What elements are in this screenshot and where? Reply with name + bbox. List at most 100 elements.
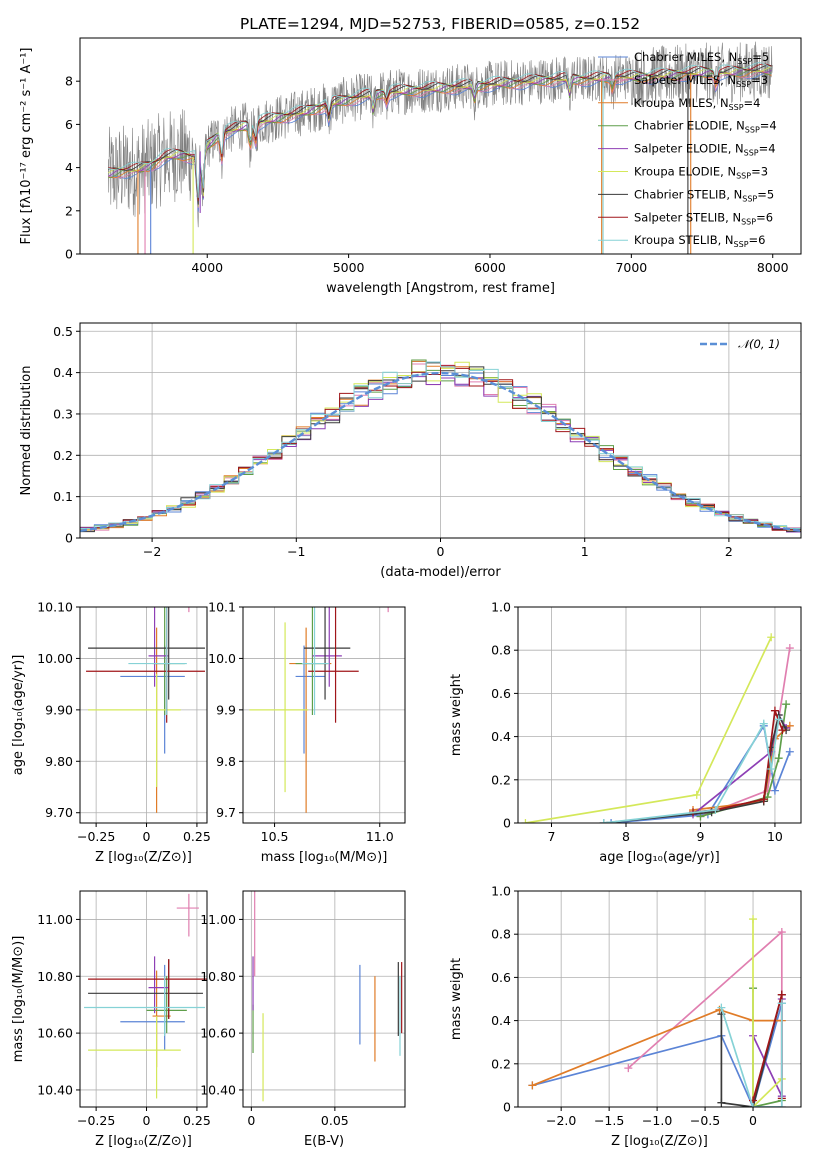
legend-text: Kroupa STELIB, N — [634, 233, 734, 247]
legend-text: Kroupa ELODIE, N — [634, 165, 736, 179]
y-tick-label: 10.60 — [200, 1026, 236, 1041]
model-line-salpeter-elodie — [108, 68, 772, 207]
y-tick-label: 6 — [65, 117, 73, 132]
panel-age-vs-mass: 10.5 11.0 9.7 9.8 9.9 10.0 10.1 mass [log₁₀(M/M… — [208, 600, 406, 865]
x-tick-label: −0.25 — [77, 829, 115, 844]
y-axis-label: mass weight — [449, 674, 464, 756]
y-tick-label: 0.2 — [53, 448, 73, 463]
point-marker — [770, 706, 779, 715]
x-axis-label: mass [log₁₀(M/M⊙)] — [261, 850, 388, 865]
x-axis-label: (data-model)/error — [380, 565, 501, 580]
x-tick-label: 10 — [767, 829, 783, 844]
legend-entry: Kroupa MILES, NSSP=4 — [634, 96, 760, 112]
legend-text: Salpeter STELIB, N — [634, 210, 741, 224]
legend-subscript: SSP — [734, 240, 749, 249]
point-marker — [759, 719, 768, 728]
figure-title: PLATE=1294, MJD=52753, FIBERID=0585, z=0… — [240, 15, 640, 33]
point-marker — [599, 819, 608, 823]
y-tick-label: 8 — [65, 74, 73, 89]
y-tick-label: 10.10 — [37, 600, 73, 615]
axes-frame — [517, 890, 802, 1108]
legend-entry-normal: 𝒩(0, 1) — [738, 337, 780, 351]
x-tick-label: 4000 — [191, 260, 223, 275]
axes-frame — [242, 606, 406, 824]
point-marker — [528, 1081, 537, 1090]
y-tick-label: 9.8 — [216, 754, 236, 769]
legend-entry: Kroupa ELODIE, NSSP=3 — [634, 165, 768, 181]
x-tick-label: 5000 — [333, 260, 365, 275]
point-marker — [767, 633, 776, 642]
x-axis-label: Z [log₁₀(Z/Z⊙)] — [95, 850, 192, 865]
plot-area-massweight-vs-Z — [518, 891, 801, 1107]
x-tick-label: 0 — [749, 1113, 757, 1128]
y-tick-label: 9.70 — [45, 805, 73, 820]
panel-mass-vs-EBV: 0 0.05 10.40 10.60 10.80 11.00 E(B-V) — [200, 890, 406, 1149]
x-tick-label: −2.0 — [546, 1113, 576, 1128]
x-axis-label: age [log₁₀(age/yr)] — [599, 850, 720, 865]
plot-area-age-vs-mass — [243, 607, 405, 823]
x-tick-label: −0.5 — [690, 1113, 720, 1128]
line-kroupa-elodie — [752, 919, 783, 1107]
y-tick-label: 9.7 — [216, 805, 236, 820]
y-tick-label: 10.0 — [208, 651, 236, 666]
y-tick-label: 10.80 — [200, 969, 236, 984]
x-tick-label: 8000 — [757, 260, 789, 275]
x-tick-label: 0 — [143, 829, 151, 844]
y-tick-label: 10.40 — [37, 1082, 73, 1097]
legend-subscript: SSP — [737, 57, 752, 66]
x-axis-label: wavelength [Angstrom, rest frame] — [326, 281, 555, 296]
point-marker — [717, 1098, 726, 1107]
y-tick-label: 4 — [65, 160, 73, 175]
x-tick-label: 6000 — [474, 260, 506, 275]
point-marker — [770, 786, 779, 795]
legend-text: Salpeter MILES, N — [634, 73, 736, 87]
line-chabrier-stelib — [720, 994, 783, 1107]
y-tick-label: 10.40 — [200, 1082, 236, 1097]
y-tick-label: 0.1 — [53, 489, 73, 504]
y-tick-label: 0 — [503, 816, 511, 831]
y-axis-label: Normed distribution — [19, 366, 34, 496]
legend-entry: Chabrier ELODIE, NSSP=4 — [634, 119, 777, 135]
point-marker — [711, 806, 720, 815]
x-tick-label: −1.0 — [642, 1113, 672, 1128]
panel-mass-vs-Z: −0.25 0 0.25 10.40 10.60 10.80 11.00 Z [log₁₀(Z… — [11, 890, 211, 1149]
x-tick-label: 0.25 — [183, 1113, 211, 1128]
panel-age-vs-Z: −0.25 0 0.25 9.70 9.80 9.90 10.00 10.10 Z [log₁₀… — [11, 600, 211, 866]
y-tick-label: 1.0 — [491, 600, 511, 615]
y-tick-label: 0.8 — [491, 643, 511, 658]
legend-value: =5 — [752, 50, 769, 64]
x-tick-label: 0 — [143, 1113, 151, 1128]
y-tick-label: 1.0 — [491, 884, 511, 899]
plot-area-massweight-vs-age — [518, 607, 801, 823]
y-tick-label: 0.6 — [491, 970, 511, 985]
y-tick-label: 0.3 — [53, 406, 73, 421]
point-marker — [767, 765, 776, 773]
y-axis-label: mass [log₁₀(M/M⊙)] — [11, 936, 26, 1063]
point-marker — [774, 754, 783, 763]
point-marker — [782, 700, 791, 709]
plot-area-spectrum — [108, 41, 773, 254]
point-marker — [777, 999, 786, 1008]
x-axis-label: Z [log₁₀(Z/Z⊙)] — [611, 1134, 708, 1149]
x-tick-label: 0 — [247, 1113, 255, 1128]
legend-entry: Salpeter ELODIE, NSSP=4 — [634, 142, 776, 158]
y-axis-label: Flux [fλ10⁻¹⁷ erg cm⁻² s⁻¹ A⁻¹] — [19, 48, 34, 245]
plot-area-age-vs-Z — [80, 607, 207, 823]
y-tick-label: 10.1 — [208, 600, 236, 615]
x-tick-label: 9 — [696, 829, 704, 844]
point-marker — [785, 747, 794, 756]
normal-curve — [80, 371, 801, 532]
panel-residuals: −2 −1 0 1 2 0 0.1 0.2 0.3 0.4 0.5 (data-model)/erro… — [19, 322, 802, 580]
x-tick-label: 11.0 — [366, 829, 394, 844]
panel-spectrum: 4000 5000 6000 7000 8000 0 2 4 6 8 wavelength [Ang… — [19, 37, 802, 296]
legend-text: Chabrier ELODIE, N — [634, 119, 745, 133]
x-axis-label: Z [log₁₀(Z/Z⊙)] — [95, 1134, 192, 1149]
y-tick-label: 0 — [503, 1100, 511, 1115]
legend-value: =4 — [744, 96, 761, 110]
point-marker — [759, 795, 768, 804]
x-tick-label: 0 — [437, 544, 445, 559]
x-tick-label: −1.5 — [594, 1113, 624, 1128]
y-tick-label: 10.60 — [37, 1026, 73, 1041]
